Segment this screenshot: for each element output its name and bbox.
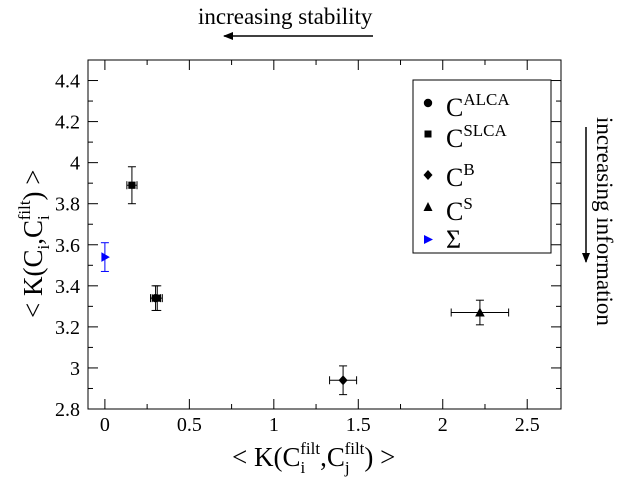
marker-triangle-up bbox=[475, 307, 485, 317]
legend-marker-calca bbox=[423, 98, 433, 108]
x-axis-label: < K(Cifilt,Cjfilt) > bbox=[232, 439, 395, 477]
legend-marker-cb bbox=[423, 170, 433, 180]
y-tick-label: 4 bbox=[70, 153, 80, 175]
legend-label-calca: CALCA bbox=[446, 90, 510, 122]
y-axis-ticks: 2.8 3 3.2 3.4 3.6 3.8 4 4.2 4.4 bbox=[55, 59, 561, 421]
x-tick-label: 2 bbox=[438, 414, 448, 436]
marker-square bbox=[153, 294, 161, 302]
marker-triangle-right bbox=[101, 252, 110, 262]
legend-marker-cslca bbox=[424, 130, 432, 138]
y-tick-label: 3.2 bbox=[55, 317, 80, 339]
stability-annotation-text: increasing stability bbox=[198, 4, 373, 29]
x-tick-label: 1.5 bbox=[346, 414, 371, 436]
marker-square bbox=[128, 181, 136, 189]
legend-label-sigma: Σ bbox=[446, 225, 461, 254]
y-tick-label: 3.6 bbox=[55, 235, 80, 257]
legend-box bbox=[412, 79, 552, 254]
legend: CALCA CSLCA CB CS Σ bbox=[412, 79, 552, 254]
x-axis-ticks: 0 0.5 1 1.5 2 2.5 bbox=[100, 60, 540, 436]
plot-frame bbox=[87, 59, 562, 410]
legend-marker-cs bbox=[423, 202, 433, 211]
y-tick-label: 2.8 bbox=[55, 399, 80, 421]
y-tick-label: 3.8 bbox=[55, 194, 80, 216]
x-tick-label: 2.5 bbox=[515, 414, 540, 436]
y-tick-label: 4.4 bbox=[55, 71, 80, 93]
x-tick-label: 0.5 bbox=[177, 414, 202, 436]
marker-diamond bbox=[338, 375, 348, 386]
y-tick-label: 3 bbox=[70, 358, 80, 380]
y-tick-label: 4.2 bbox=[55, 112, 80, 134]
data-point bbox=[126, 166, 138, 205]
x-tick-label: 1 bbox=[269, 414, 279, 436]
stability-annotation: increasing stability bbox=[198, 4, 372, 30]
data-points bbox=[100, 166, 510, 396]
data-point bbox=[450, 299, 510, 326]
data-point bbox=[329, 365, 358, 396]
x-tick-label: 0 bbox=[100, 414, 110, 436]
y-axis-label: < K(Ci,Cifilt) > bbox=[15, 169, 53, 318]
data-point bbox=[100, 242, 110, 272]
legend-marker-sigma bbox=[424, 235, 433, 244]
data-point bbox=[151, 285, 163, 311]
y-tick-label: 3.4 bbox=[55, 276, 80, 298]
